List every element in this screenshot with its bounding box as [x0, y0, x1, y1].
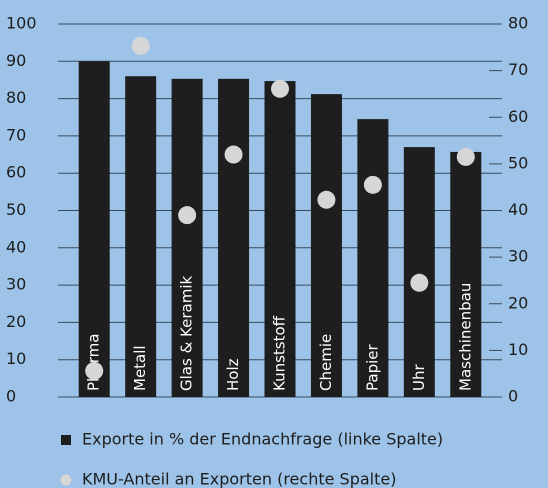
bar: [218, 78, 250, 398]
bar: [264, 81, 296, 397]
y-tick-label: 30: [6, 275, 26, 294]
bar: [450, 151, 482, 397]
legend-label: KMU-Anteil an Exporten (rechte Spalte): [82, 470, 396, 488]
dot: [224, 145, 243, 164]
category-label: Glas & Keramik: [178, 276, 196, 391]
dot: [85, 361, 104, 380]
y2-tick-label: 20: [508, 293, 528, 312]
bar: [403, 147, 435, 397]
category-label: Metall: [131, 345, 149, 391]
bar: [125, 76, 157, 397]
category-label: Chemie: [317, 334, 335, 391]
y-tick-label: 70: [6, 125, 26, 144]
dot: [271, 79, 289, 98]
category-label: Holz: [224, 358, 242, 391]
y-tick-label: 80: [6, 88, 26, 107]
bar: [310, 94, 342, 398]
bar: [78, 61, 110, 398]
dot: [317, 190, 336, 209]
y2-tick-label: 30: [508, 247, 528, 266]
category-label: Kunststoff: [271, 315, 289, 391]
bar: [357, 119, 389, 398]
y2-tick-label: 70: [508, 60, 528, 79]
dot: [410, 273, 429, 292]
category-label: Uhr: [410, 364, 428, 391]
y2-tick-label: 10: [508, 340, 528, 359]
y-tick-label: 50: [6, 200, 26, 219]
y-tick-label: 40: [6, 237, 26, 256]
bar: [171, 78, 203, 398]
y-tick-label: 90: [6, 51, 26, 70]
dot: [131, 36, 150, 55]
category-label: Maschinenbau: [456, 283, 474, 391]
y-tick-label: 100: [6, 14, 37, 33]
y2-tick-label: 60: [508, 107, 528, 126]
y-tick-label: 0: [6, 387, 16, 406]
y-tick-label: 20: [6, 312, 26, 331]
dot: [456, 147, 475, 166]
legend-marker: [60, 474, 72, 486]
y2-tick-label: 80: [508, 14, 528, 33]
category-label: Papier: [363, 344, 381, 391]
y2-tick-label: 0: [508, 387, 518, 406]
legend-label: Exporte in % der Endnachfrage (linke Spa…: [82, 430, 443, 449]
y2-tick-label: 40: [508, 200, 528, 219]
y-tick-label: 60: [6, 163, 26, 182]
y-tick-label: 10: [6, 349, 26, 368]
y2-tick-label: 50: [508, 153, 528, 172]
dot: [178, 206, 197, 225]
legend-marker: [61, 435, 71, 445]
dot: [363, 175, 382, 194]
